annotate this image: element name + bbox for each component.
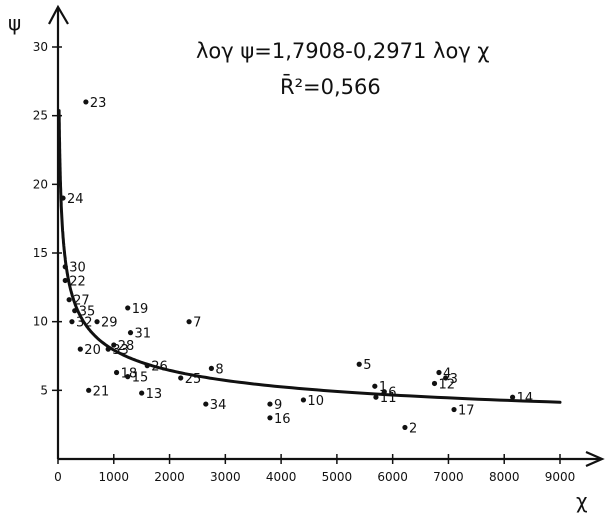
r-squared: R̄²=0,566 bbox=[280, 74, 381, 99]
data-point-label: 22 bbox=[69, 274, 86, 289]
data-point-label: 25 bbox=[185, 372, 202, 387]
data-point-label: 23 bbox=[90, 96, 107, 111]
data-point bbox=[113, 369, 120, 376]
x-tick-label: 8000 bbox=[489, 470, 520, 484]
data-point bbox=[178, 375, 184, 381]
data-point-label: 27 bbox=[73, 294, 90, 309]
data-point bbox=[94, 319, 100, 325]
y-tick-label: 5 bbox=[40, 383, 48, 397]
data-point bbox=[300, 397, 307, 403]
data-point-label: 28 bbox=[118, 339, 135, 354]
data-point bbox=[509, 394, 516, 400]
data-point bbox=[431, 380, 438, 387]
data-point-label: 5 bbox=[363, 358, 371, 373]
y-axis-title: ψ bbox=[8, 11, 21, 35]
data-point-label: 29 bbox=[101, 316, 118, 331]
data-point bbox=[105, 346, 111, 352]
data-point-label: 3 bbox=[450, 372, 458, 387]
y-tick-label: 25 bbox=[33, 109, 48, 123]
data-point-label: 2 bbox=[409, 421, 417, 436]
data-point-label: 24 bbox=[67, 192, 84, 207]
data-point bbox=[86, 387, 92, 393]
data-point-label: 19 bbox=[132, 302, 149, 317]
data-point bbox=[451, 406, 457, 413]
data-point-label: 18 bbox=[121, 366, 138, 381]
regression-curve bbox=[57, 109, 562, 404]
data-point bbox=[443, 375, 449, 381]
data-point bbox=[356, 361, 362, 367]
data-point-label: 7 bbox=[193, 316, 201, 331]
data-point-label: 4 bbox=[443, 366, 451, 381]
data-point-label: 16 bbox=[274, 412, 291, 427]
data-point-label: 12 bbox=[439, 377, 456, 392]
x-tick-label: 7000 bbox=[433, 470, 464, 484]
data-point bbox=[62, 277, 68, 284]
data-point-label: 10 bbox=[307, 394, 324, 409]
y-tick-label: 15 bbox=[33, 246, 48, 260]
data-point bbox=[144, 363, 150, 369]
data-point bbox=[125, 305, 131, 311]
data-point-label: 13 bbox=[146, 387, 163, 402]
fit-curve-layer bbox=[57, 109, 562, 404]
data-point bbox=[372, 383, 378, 389]
x-tick-label: 1000 bbox=[99, 470, 130, 484]
data-point-label: 14 bbox=[517, 391, 534, 406]
data-point-label: 30 bbox=[69, 261, 86, 276]
data-point bbox=[267, 415, 273, 421]
data-point bbox=[60, 195, 66, 201]
data-point-label: 8 bbox=[215, 362, 223, 377]
x-axis-title: χ bbox=[576, 489, 588, 513]
x-axis-arrow bbox=[585, 450, 605, 468]
data-point bbox=[186, 319, 192, 325]
y-tick-label: 20 bbox=[33, 177, 48, 191]
data-point bbox=[373, 394, 379, 400]
x-tick-label: 4000 bbox=[266, 470, 297, 484]
data-point bbox=[111, 342, 117, 348]
data-point bbox=[436, 369, 442, 376]
x-tick-label: 0 bbox=[54, 470, 62, 484]
data-point-label: 20 bbox=[84, 343, 101, 358]
data-point bbox=[69, 319, 75, 325]
data-point bbox=[208, 365, 214, 371]
x-tick-label: 5000 bbox=[322, 470, 353, 484]
data-point bbox=[402, 424, 408, 431]
data-point bbox=[267, 401, 273, 407]
data-point-label: 33 bbox=[112, 343, 129, 358]
y-tick-label: 30 bbox=[33, 40, 48, 54]
y-axis-arrow bbox=[48, 4, 69, 25]
data-point bbox=[125, 374, 131, 380]
x-tick-label: 2000 bbox=[154, 470, 185, 484]
data-point bbox=[62, 264, 68, 270]
data-point bbox=[83, 99, 89, 105]
data-point bbox=[381, 389, 387, 395]
data-point-label: 1 bbox=[379, 380, 387, 395]
x-tick-label: 9000 bbox=[545, 470, 576, 484]
data-point-label: 9 bbox=[274, 398, 282, 413]
data-point bbox=[203, 401, 209, 407]
data-point bbox=[127, 330, 134, 336]
x-tick-label: 6000 bbox=[377, 470, 408, 484]
x-tick-label: 3000 bbox=[210, 470, 241, 484]
data-point-label: 15 bbox=[132, 371, 149, 386]
data-point-label: 31 bbox=[135, 327, 152, 342]
data-point-label: 26 bbox=[151, 360, 168, 375]
data-point-label: 6 bbox=[388, 386, 396, 401]
data-point bbox=[77, 346, 83, 352]
y-tick-label: 10 bbox=[33, 315, 48, 329]
axes: 0 1000 2000 3000 4000 5000 6000 7000 8000 9000 5 10… bbox=[33, 4, 605, 484]
data-point bbox=[72, 308, 78, 314]
regression-equation: λογ ψ=1,7908-0,2971 λογ χ bbox=[196, 39, 490, 63]
data-point-label: 35 bbox=[79, 305, 96, 320]
data-point bbox=[139, 390, 145, 396]
data-point-label: 17 bbox=[458, 404, 475, 419]
data-point-label: 34 bbox=[210, 398, 227, 413]
data-point-label: 32 bbox=[76, 316, 93, 331]
data-point bbox=[66, 297, 72, 303]
data-point-label: 11 bbox=[380, 391, 397, 406]
data-point-label: 21 bbox=[93, 384, 110, 399]
